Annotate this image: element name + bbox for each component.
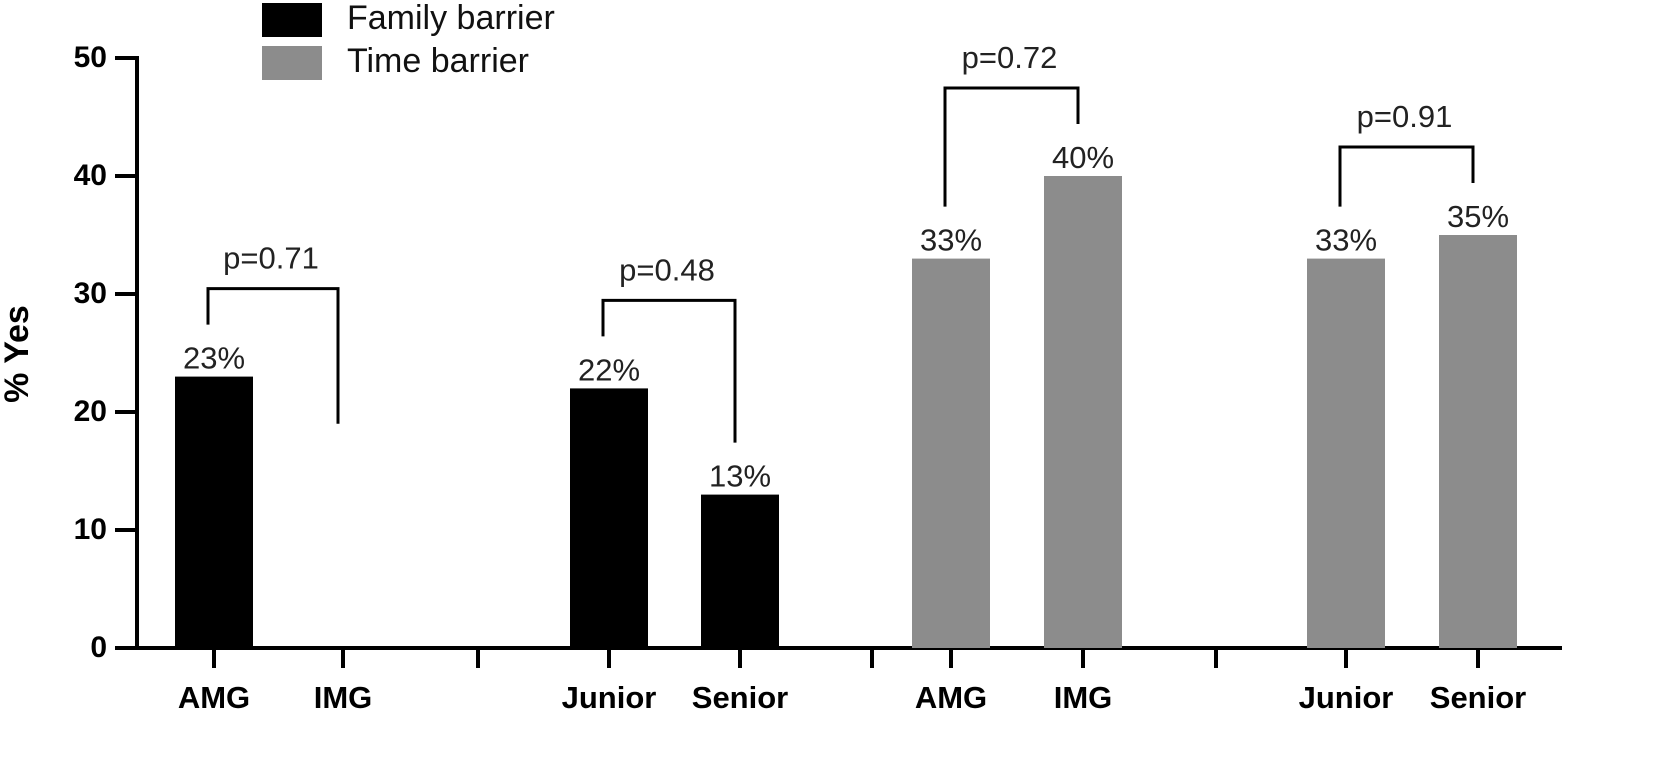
x-tick-label: AMG <box>178 680 250 715</box>
legend: Family barrier Time barrier <box>262 0 555 80</box>
y-tick-label: 50 <box>74 41 107 74</box>
y-axis-label: % Yes <box>0 305 36 403</box>
bar <box>912 258 990 648</box>
bar <box>570 388 648 648</box>
data-label: 22% <box>578 352 640 387</box>
p-value-label: p=0.71 <box>223 241 319 276</box>
x-tick-label: Senior <box>692 680 788 715</box>
bar <box>1307 258 1385 648</box>
bar <box>175 376 253 648</box>
x-axis: AMG IMG Junior Senior AMG IMG Junior Senior <box>137 646 1562 715</box>
y-tick-label: 40 <box>74 159 107 192</box>
x-tick-label: Junior <box>1299 680 1394 715</box>
y-tick-label: 30 <box>74 277 107 310</box>
data-label: 13% <box>709 459 771 494</box>
significance-bracket <box>1338 145 1475 207</box>
y-tick-label: 20 <box>74 395 107 428</box>
legend-label: Family barrier <box>347 0 555 37</box>
legend-swatch <box>262 46 322 80</box>
y-tick-label: 10 <box>74 513 107 546</box>
x-tick-label: Senior <box>1430 680 1526 715</box>
x-tick-label: Junior <box>562 680 657 715</box>
significance-bracket <box>206 287 340 424</box>
bar <box>1044 176 1122 648</box>
p-value-label: p=0.72 <box>962 40 1058 75</box>
legend-label: Time barrier <box>347 42 529 80</box>
x-tick-label: IMG <box>1054 680 1113 715</box>
x-tick-label: IMG <box>314 680 373 715</box>
p-value-label: p=0.48 <box>619 252 715 287</box>
data-label: 35% <box>1447 199 1509 234</box>
significance-bracket <box>943 86 1080 207</box>
data-label: 33% <box>1315 223 1377 258</box>
x-tick-label: AMG <box>915 680 987 715</box>
significance-brackets: p=0.71 p=0.48 p=0.72 p=0.91 <box>206 40 1475 443</box>
legend-swatch <box>262 3 322 37</box>
data-label: 33% <box>920 223 982 258</box>
data-label: 40% <box>1052 140 1114 175</box>
p-value-label: p=0.91 <box>1357 99 1453 134</box>
y-axis: 0 10 20 30 40 50 <box>74 41 139 664</box>
bar <box>1439 235 1517 648</box>
bar <box>701 494 779 648</box>
y-tick-label: 0 <box>90 631 107 664</box>
significance-bracket <box>601 298 737 443</box>
data-label: 23% <box>183 341 245 376</box>
bars: 23% 22% 13% 33% 40% 33% 35% <box>175 140 1517 648</box>
